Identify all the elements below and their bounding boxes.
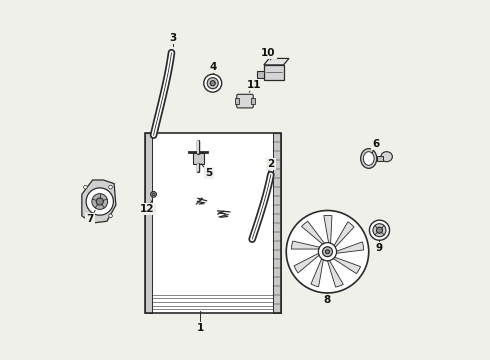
Text: 2: 2 [267, 159, 274, 169]
Text: 3: 3 [170, 33, 177, 43]
Text: 8: 8 [324, 295, 331, 305]
Circle shape [85, 218, 89, 221]
Polygon shape [264, 58, 289, 65]
Text: 9: 9 [376, 243, 383, 253]
Bar [272, 134, 281, 313]
Ellipse shape [381, 152, 392, 162]
Bar [193, 153, 204, 163]
Polygon shape [294, 253, 319, 273]
Bar [145, 134, 152, 313]
Polygon shape [324, 215, 332, 243]
Ellipse shape [361, 149, 377, 168]
Text: 7: 7 [86, 215, 94, 224]
Bar [145, 134, 281, 313]
Bar [251, 98, 255, 104]
Circle shape [373, 224, 386, 237]
Text: 10: 10 [261, 48, 275, 58]
Bar [257, 71, 264, 78]
Text: 11: 11 [247, 80, 261, 90]
Polygon shape [337, 242, 364, 253]
FancyBboxPatch shape [237, 94, 253, 108]
Circle shape [109, 214, 112, 218]
Bar [377, 156, 383, 161]
Circle shape [318, 243, 337, 261]
Circle shape [86, 188, 113, 215]
Polygon shape [333, 257, 361, 274]
Polygon shape [82, 180, 116, 223]
Ellipse shape [364, 152, 374, 165]
Circle shape [109, 185, 112, 189]
Polygon shape [327, 261, 343, 287]
Bar [145, 134, 281, 313]
Polygon shape [334, 222, 354, 247]
Circle shape [286, 211, 368, 293]
Text: 6: 6 [372, 139, 380, 149]
Circle shape [152, 193, 155, 196]
Text: 5: 5 [205, 168, 213, 178]
Polygon shape [311, 259, 323, 287]
Circle shape [210, 81, 215, 86]
Circle shape [369, 220, 390, 240]
Circle shape [322, 247, 332, 257]
Polygon shape [291, 241, 319, 249]
Polygon shape [301, 221, 324, 244]
Text: 12: 12 [140, 204, 155, 214]
Circle shape [207, 78, 218, 89]
Circle shape [151, 192, 156, 197]
Bar [264, 65, 284, 80]
Circle shape [204, 74, 221, 92]
Bar [235, 98, 239, 104]
Circle shape [96, 198, 103, 205]
Circle shape [92, 194, 108, 210]
Text: 4: 4 [209, 62, 217, 72]
Circle shape [325, 250, 330, 254]
Circle shape [376, 227, 383, 233]
Circle shape [84, 185, 87, 189]
Text: 1: 1 [196, 323, 204, 333]
